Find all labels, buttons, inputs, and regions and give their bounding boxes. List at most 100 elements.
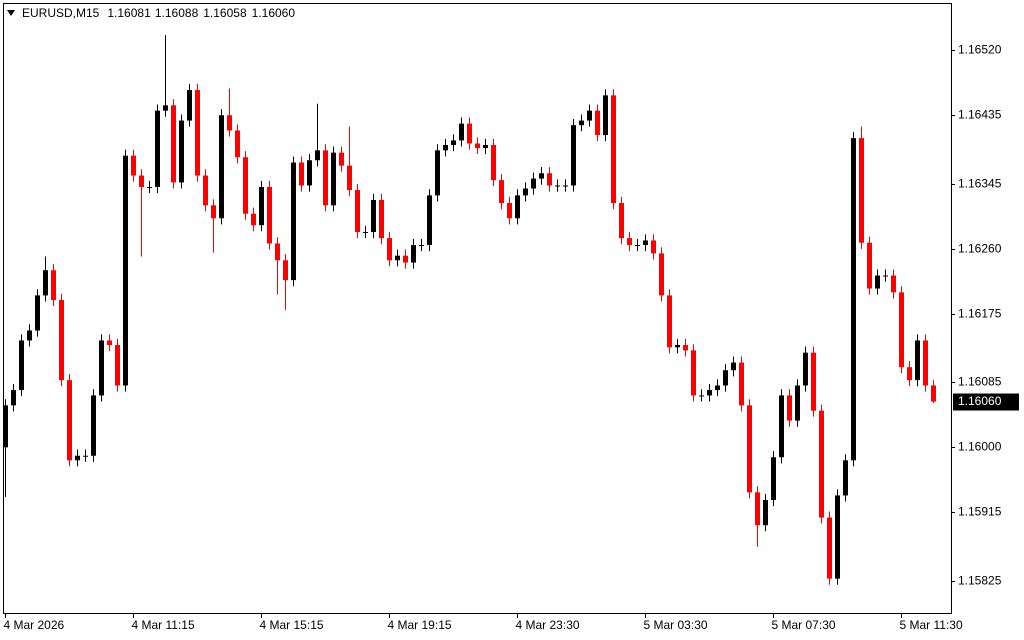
candle-body: [59, 299, 64, 381]
x-tick-label: 4 Mar 11:15: [132, 618, 195, 632]
candle-body: [11, 390, 16, 406]
x-tick-label: 5 Mar 07:30: [772, 618, 836, 632]
y-tick-label: 1.16260: [958, 242, 1002, 256]
candle-body: [91, 395, 96, 456]
candle-body: [419, 245, 424, 247]
candle-body: [891, 275, 896, 293]
candle-body: [803, 352, 808, 386]
candle-body: [523, 188, 528, 196]
candle-body: [163, 105, 168, 111]
candle-body: [227, 115, 232, 131]
candle-body: [763, 500, 768, 526]
candle-body: [371, 199, 376, 233]
candle-body: [563, 185, 568, 187]
close-label: 1.16060: [252, 6, 296, 20]
candle-body: [707, 390, 712, 396]
candle-body: [67, 380, 72, 461]
chart-header: EURUSD,M15 1.16081 1.16088 1.16058 1.16060: [22, 6, 295, 20]
candle-body: [451, 140, 456, 146]
y-tick-label: 1.15825: [958, 574, 1002, 588]
menu-arrow[interactable]: [7, 10, 15, 16]
x-tick-label: 4 Mar 15:15: [260, 618, 324, 632]
y-tick-label: 1.16175: [958, 307, 1002, 321]
y-tick-label: 1.16345: [958, 177, 1002, 191]
candle-body: [819, 410, 824, 518]
candle-body: [571, 125, 576, 186]
candle-body: [715, 385, 720, 391]
candle-body: [387, 238, 392, 261]
y-tick-label: 1.16435: [958, 108, 1002, 122]
candle-body: [931, 385, 936, 402]
candle-body: [267, 186, 272, 244]
candle-body: [475, 143, 480, 149]
candle-body: [683, 345, 688, 351]
x-tick-label: 4 Mar 2026: [4, 618, 65, 632]
candle-body: [187, 90, 192, 121]
x-tick-label: 4 Mar 19:15: [388, 618, 452, 632]
candle-body: [147, 186, 152, 188]
candle-body: [459, 123, 464, 141]
candle-body: [859, 138, 864, 243]
candle-body: [531, 178, 536, 189]
candle-body: [3, 405, 8, 448]
candle-body: [659, 253, 664, 296]
candle-body: [667, 295, 672, 348]
candle-body: [731, 362, 736, 371]
candle-body: [515, 195, 520, 219]
candle-body: [363, 232, 368, 234]
candle-body: [643, 240, 648, 246]
candle-body: [203, 175, 208, 206]
x-tick-label: 4 Mar 23:30: [516, 618, 580, 632]
candle-body: [19, 340, 24, 391]
candle-body: [675, 345, 680, 348]
y-tick-label: 1.16000: [958, 440, 1002, 454]
candle-body: [235, 130, 240, 158]
candle-body: [723, 370, 728, 386]
candle-body: [107, 340, 112, 346]
candle-body: [811, 352, 816, 411]
candle-body: [131, 155, 136, 176]
candle-body: [507, 203, 512, 219]
candle-body: [275, 243, 280, 261]
candle-body: [595, 110, 600, 136]
candle-body: [115, 345, 120, 386]
candle-body: [499, 180, 504, 204]
candle-body: [139, 175, 144, 187]
candle-body: [171, 105, 176, 183]
candle-body: [899, 292, 904, 368]
candle-body: [35, 295, 40, 331]
candle-body: [483, 145, 488, 149]
candle-body: [395, 255, 400, 261]
candle-body: [211, 205, 216, 219]
candle-body: [579, 120, 584, 126]
candle-body: [587, 110, 592, 121]
candle-body: [795, 385, 800, 421]
candle-body: [259, 186, 264, 226]
candle-body: [43, 270, 48, 296]
x-tick-label: 5 Mar 11:30: [900, 618, 963, 632]
candle-body: [883, 275, 888, 277]
candle-body: [699, 395, 704, 397]
candle-body: [635, 245, 640, 247]
candle-body: [771, 457, 776, 501]
candle-body: [627, 238, 632, 246]
plot-frame: [3, 3, 952, 614]
candle-body: [195, 90, 200, 176]
candle-body: [787, 395, 792, 421]
candle-body: [547, 173, 552, 186]
candle-body: [867, 242, 872, 289]
candle-body: [27, 330, 32, 341]
candle-body: [907, 367, 912, 381]
candle-body: [427, 195, 432, 246]
candle-body: [307, 160, 312, 186]
candle-body: [83, 455, 88, 457]
symbol: EURUSD,M15: [22, 6, 100, 20]
candle-body: [651, 240, 656, 254]
candle-body: [315, 150, 320, 161]
candle-body: [539, 173, 544, 179]
candle-body: [755, 492, 760, 526]
candles: [3, 35, 936, 585]
candle-body: [75, 455, 80, 461]
candle-body: [339, 152, 344, 166]
